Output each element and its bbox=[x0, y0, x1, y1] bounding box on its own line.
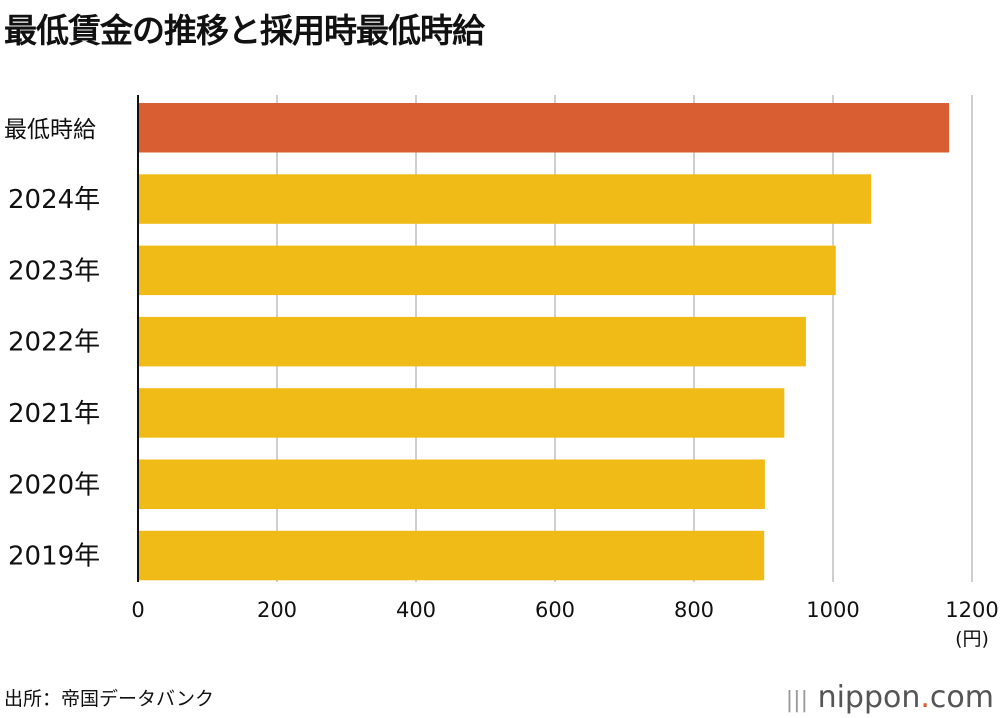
x-tick-label: 1000 bbox=[806, 598, 859, 622]
bar bbox=[138, 103, 950, 153]
y-category-label: 最低時給 bbox=[4, 117, 96, 143]
x-tick-label: 800 bbox=[674, 598, 714, 622]
y-category-label: 2021年 bbox=[8, 399, 100, 429]
chart-title: 最低賃金の推移と採用時最低時給 bbox=[4, 11, 485, 50]
bar bbox=[138, 459, 765, 509]
x-tick-label: 1200 bbox=[945, 598, 998, 622]
x-tick-label: 400 bbox=[396, 598, 436, 622]
logo-suffix: com bbox=[929, 680, 994, 715]
bar bbox=[138, 530, 765, 581]
bar bbox=[138, 316, 806, 367]
logo-bars-icon: ||| bbox=[785, 688, 809, 713]
y-category-label: 2022年 bbox=[8, 328, 100, 358]
bar bbox=[138, 174, 872, 224]
x-tick-label: 600 bbox=[535, 598, 575, 622]
source-note: 出所：帝国データバンク bbox=[4, 688, 214, 710]
x-tick-label: 200 bbox=[257, 598, 297, 622]
logo-dot: . bbox=[920, 680, 930, 715]
bar bbox=[138, 388, 785, 438]
y-category-label: 2023年 bbox=[8, 256, 100, 286]
nippon-logo: ||| nippon.com bbox=[786, 680, 994, 715]
y-category-label: 2024年 bbox=[8, 185, 100, 215]
logo-text: nippon bbox=[817, 680, 921, 715]
bar bbox=[138, 245, 836, 296]
y-category-label: 2019年 bbox=[8, 542, 100, 572]
x-tick-label: 0 bbox=[131, 598, 144, 622]
x-unit-label: (円) bbox=[955, 628, 989, 650]
y-category-label: 2020年 bbox=[8, 470, 100, 500]
